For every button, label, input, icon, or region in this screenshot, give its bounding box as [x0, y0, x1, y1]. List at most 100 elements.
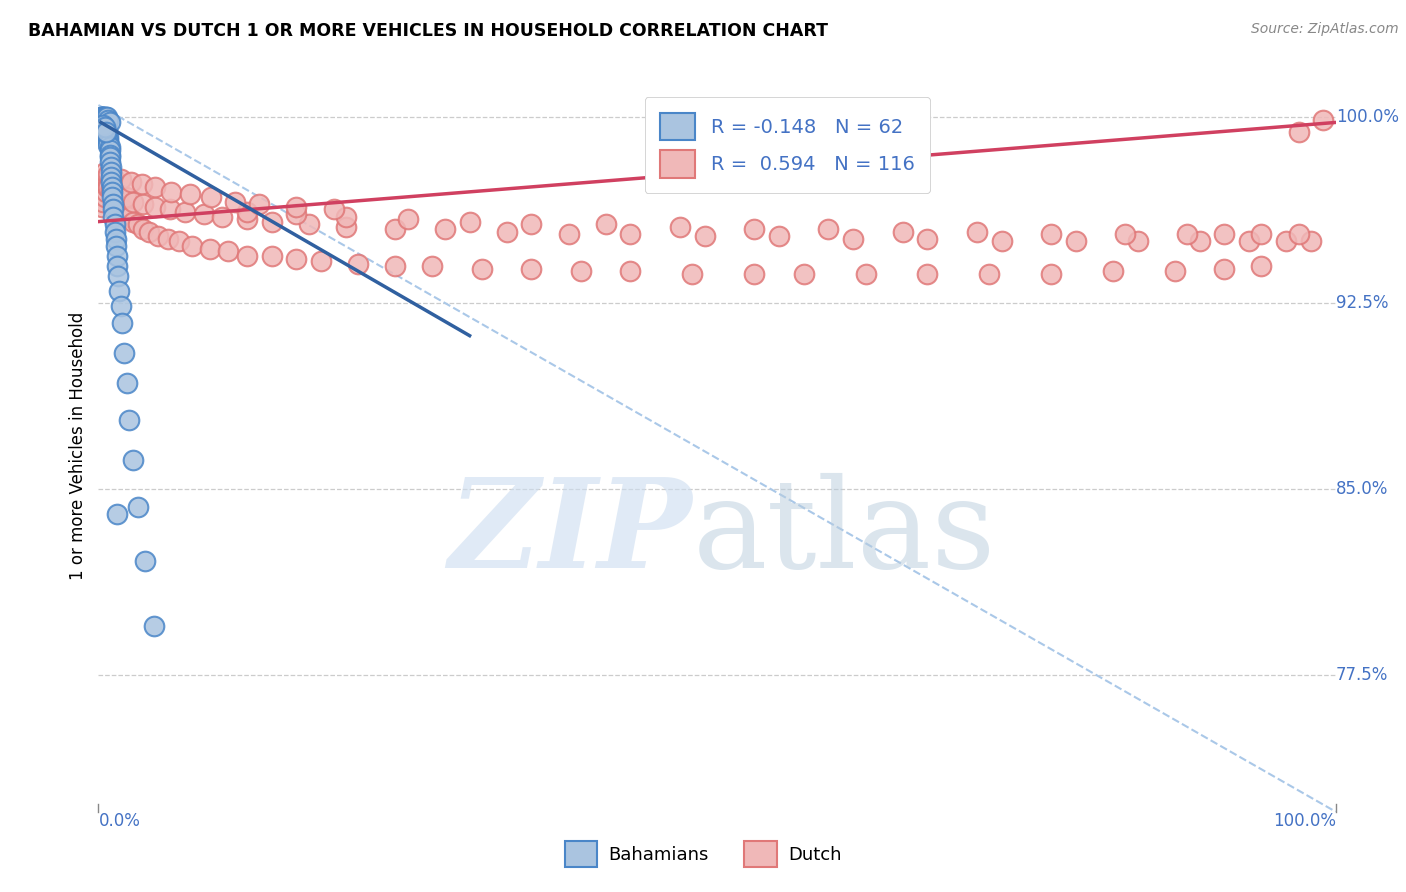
Point	[143, 619, 166, 633]
Point	[98, 140, 121, 154]
Point	[595, 217, 617, 231]
Text: 100.0%: 100.0%	[1272, 812, 1336, 830]
Point	[396, 212, 419, 227]
Point	[127, 500, 149, 514]
Point	[103, 210, 125, 224]
Point	[132, 197, 155, 211]
Point	[1064, 235, 1087, 249]
Point	[111, 316, 134, 330]
Point	[1126, 235, 1149, 249]
Point	[110, 299, 132, 313]
Point	[104, 239, 127, 253]
Point	[103, 187, 125, 202]
Point	[105, 507, 128, 521]
Point	[98, 115, 121, 129]
Point	[93, 111, 115, 125]
Point	[93, 111, 115, 125]
Point	[1040, 267, 1063, 281]
Point	[433, 222, 456, 236]
Point	[1250, 227, 1272, 241]
Point	[90, 111, 112, 125]
Point	[100, 169, 122, 184]
Text: Source: ZipAtlas.com: Source: ZipAtlas.com	[1251, 22, 1399, 37]
Point	[97, 137, 120, 152]
Point	[93, 112, 115, 127]
Point	[94, 120, 117, 135]
Point	[1288, 125, 1310, 139]
Point	[105, 192, 128, 206]
Point	[693, 229, 716, 244]
Point	[181, 239, 204, 253]
Point	[1102, 264, 1125, 278]
Point	[91, 111, 114, 125]
Point	[569, 264, 592, 278]
Point	[105, 259, 128, 273]
Point	[422, 259, 444, 273]
Point	[96, 128, 118, 142]
Point	[91, 111, 114, 125]
Point	[842, 232, 865, 246]
Point	[98, 147, 121, 161]
Point	[103, 217, 125, 231]
Point	[236, 204, 259, 219]
Point	[98, 150, 121, 164]
Point	[103, 202, 125, 217]
Point	[94, 185, 117, 199]
Point	[1288, 227, 1310, 241]
Point	[193, 207, 215, 221]
Point	[93, 165, 115, 179]
Point	[96, 125, 118, 139]
Point	[260, 214, 283, 228]
Point	[97, 133, 120, 147]
Point	[167, 235, 190, 249]
Point	[97, 130, 120, 145]
Point	[681, 267, 703, 281]
Point	[97, 175, 120, 189]
Point	[1237, 235, 1260, 249]
Point	[1213, 227, 1236, 241]
Point	[96, 111, 118, 125]
Point	[120, 175, 142, 189]
Point	[112, 346, 135, 360]
Point	[122, 214, 145, 228]
Point	[104, 232, 127, 246]
Point	[93, 120, 115, 135]
Point	[97, 180, 120, 194]
Point	[94, 125, 117, 139]
Point	[179, 187, 201, 202]
Point	[96, 180, 118, 194]
Point	[768, 229, 790, 244]
Point	[917, 232, 939, 246]
Point	[100, 160, 122, 174]
Point	[97, 168, 120, 182]
Text: 77.5%: 77.5%	[1336, 666, 1388, 684]
Point	[101, 185, 124, 199]
Text: 85.0%: 85.0%	[1336, 481, 1388, 499]
Point	[217, 244, 239, 259]
Point	[979, 267, 1001, 281]
Point	[156, 232, 179, 246]
Point	[742, 267, 765, 281]
Point	[174, 204, 197, 219]
Point	[101, 180, 124, 194]
Point	[855, 267, 877, 281]
Legend: Bahamians, Dutch: Bahamians, Dutch	[557, 834, 849, 874]
Point	[384, 259, 406, 273]
Point	[285, 207, 308, 221]
Point	[146, 229, 169, 244]
Point	[1175, 227, 1198, 241]
Point	[118, 210, 141, 224]
Legend: R = -0.148   N = 62, R =  0.594   N = 116: R = -0.148 N = 62, R = 0.594 N = 116	[644, 97, 929, 194]
Point	[966, 225, 988, 239]
Point	[990, 235, 1012, 249]
Point	[98, 178, 121, 192]
Point	[107, 194, 129, 209]
Point	[112, 202, 135, 217]
Point	[138, 225, 160, 239]
Point	[285, 252, 308, 266]
Point	[108, 284, 131, 298]
Point	[236, 212, 259, 227]
Point	[236, 249, 259, 263]
Point	[93, 112, 115, 127]
Point	[132, 222, 155, 236]
